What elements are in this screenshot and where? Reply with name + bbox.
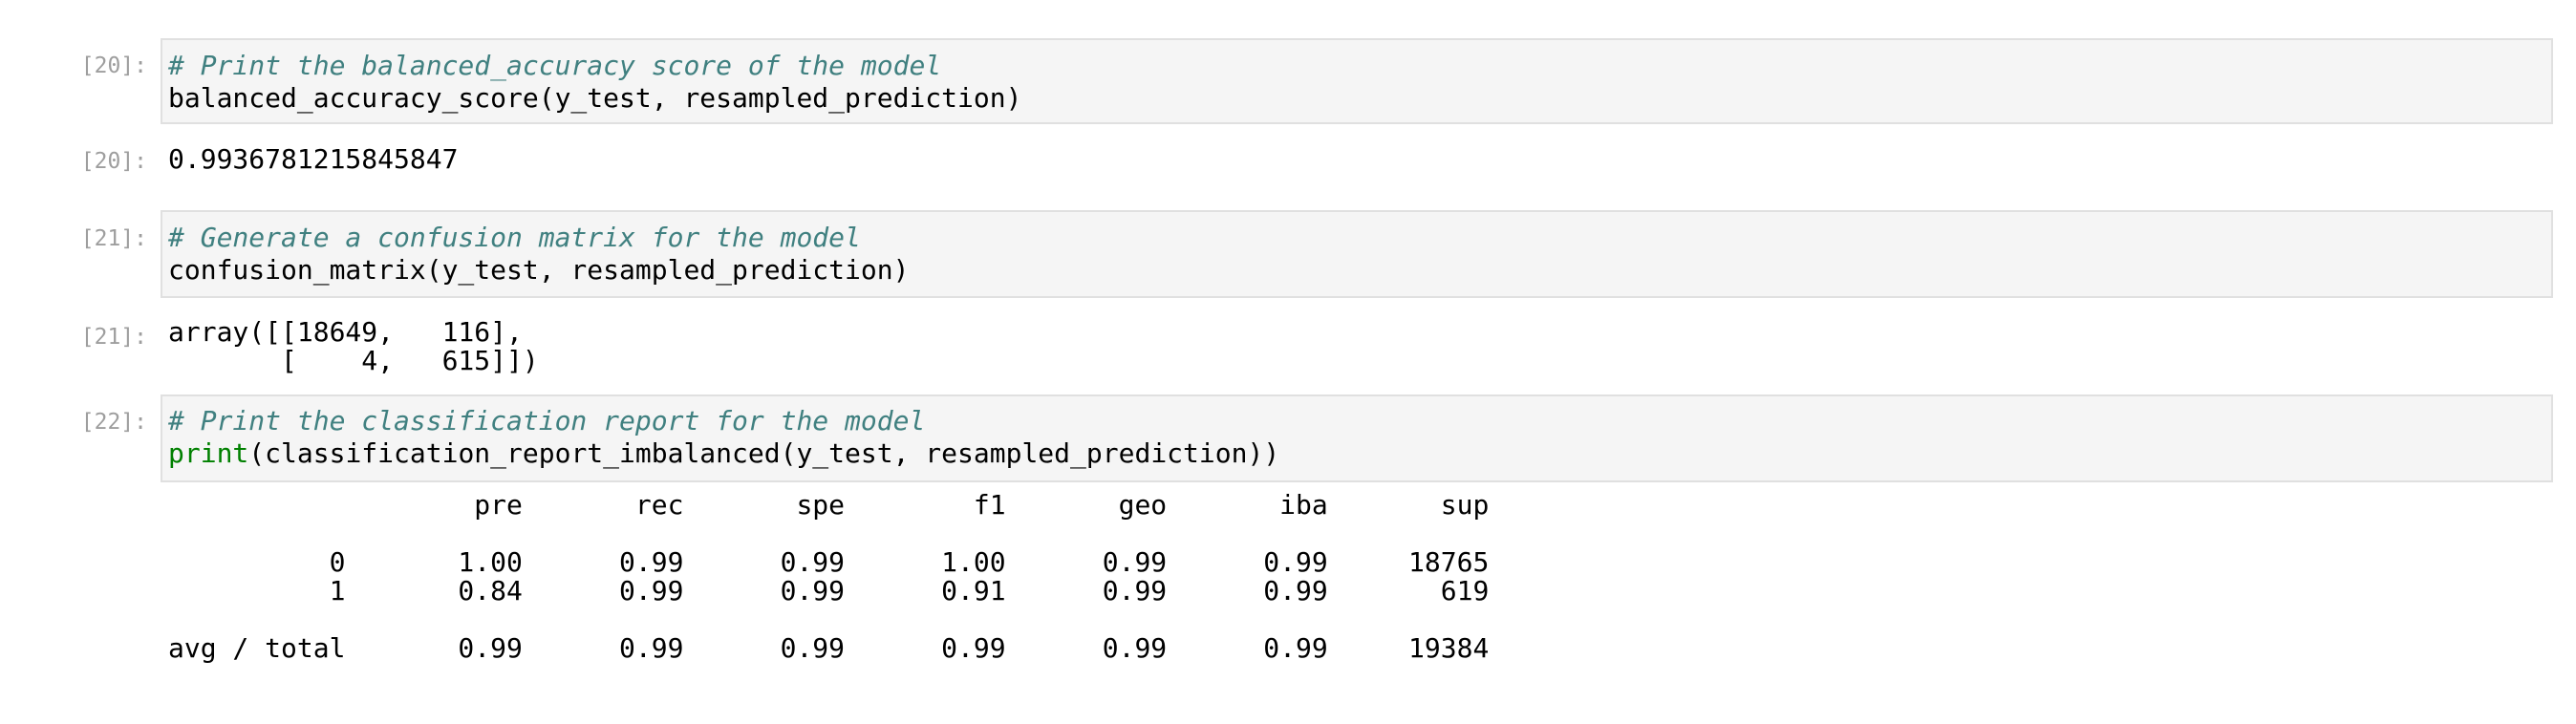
input-prompt: [21]:: [80, 226, 147, 251]
input-prompt: [22]:: [80, 410, 147, 435]
code-input-box[interactable]: [161, 38, 2553, 124]
code-input-box[interactable]: [161, 394, 2553, 482]
report-row-total: avg / total 0.99 0.99 0.99 0.99 0.99 0.9…: [168, 632, 1490, 664]
code-comment: # Print the classification report for th…: [168, 405, 926, 437]
code-line: balanced_accuracy_score(y_test, resample…: [168, 82, 1022, 114]
report-row-class-0: 0 1.00 0.99 0.99 1.00 0.99 0.99 18765: [168, 546, 1490, 578]
report-header-row: pre rec spe f1 geo iba sup: [168, 489, 1490, 521]
code-comment: # Print the balanced_accuracy score of t…: [168, 50, 942, 81]
cell-output-line: [ 4, 615]]): [168, 345, 539, 376]
code-input-box[interactable]: [161, 210, 2553, 298]
builtin-keyword: print: [168, 437, 249, 469]
cell-output: 0.9936781215845847: [168, 143, 459, 175]
code-line: print(classification_report_imbalanced(y…: [168, 437, 1279, 470]
cell-output-line: array([[18649, 116],: [168, 316, 523, 348]
output-prompt: [21]:: [80, 325, 147, 350]
code-args: (classification_report_imbalanced(y_test…: [248, 437, 1280, 469]
report-row-class-1: 1 0.84 0.99 0.99 0.91 0.99 0.99 619: [168, 575, 1490, 607]
output-prompt: [20]:: [80, 149, 147, 174]
code-comment: # Generate a confusion matrix for the mo…: [168, 222, 861, 253]
input-prompt: [20]:: [80, 53, 147, 78]
code-line: confusion_matrix(y_test, resampled_predi…: [168, 254, 910, 286]
